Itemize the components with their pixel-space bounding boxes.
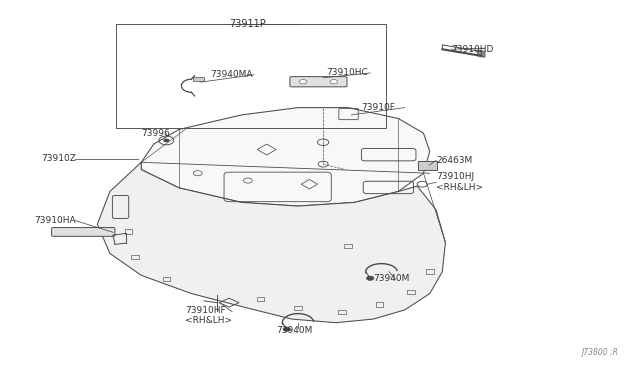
Text: 73910F: 73910F (361, 103, 395, 112)
Text: 73940MA: 73940MA (211, 70, 253, 79)
Text: 73910HC: 73910HC (326, 68, 368, 77)
Circle shape (300, 80, 307, 84)
Circle shape (283, 327, 291, 331)
Text: 73940M: 73940M (276, 326, 312, 334)
Text: 73910HJ
<RH&LH>: 73910HJ <RH&LH> (436, 173, 483, 192)
Text: J73800 ;R: J73800 ;R (581, 347, 618, 357)
Polygon shape (141, 108, 430, 206)
FancyBboxPatch shape (419, 161, 437, 170)
Polygon shape (477, 50, 485, 57)
Text: 73940M: 73940M (373, 275, 410, 283)
Text: 73910Z: 73910Z (41, 154, 76, 163)
FancyBboxPatch shape (52, 228, 115, 236)
Text: 73910HF
<RH&LH>: 73910HF <RH&LH> (185, 305, 232, 325)
Circle shape (163, 139, 170, 142)
Text: 26463M: 26463M (436, 156, 472, 165)
Polygon shape (97, 162, 445, 323)
Text: 73910HA: 73910HA (35, 216, 76, 225)
Text: 73910HD: 73910HD (452, 45, 494, 54)
Text: 73911P: 73911P (229, 19, 266, 29)
FancyBboxPatch shape (193, 77, 204, 81)
Text: 73996: 73996 (141, 129, 170, 138)
FancyBboxPatch shape (290, 77, 347, 87)
Circle shape (330, 80, 337, 84)
Circle shape (367, 276, 374, 280)
